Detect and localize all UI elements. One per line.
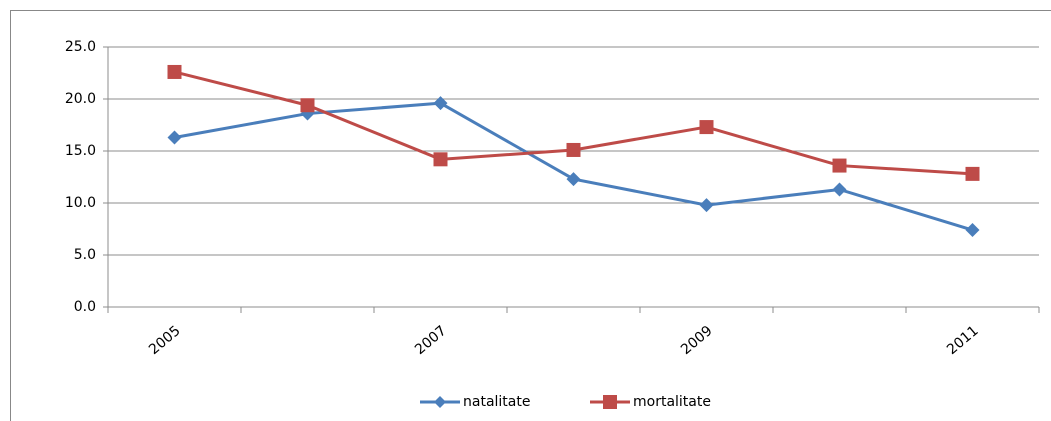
legend-label: mortalitate bbox=[633, 394, 711, 410]
marker bbox=[167, 130, 182, 145]
marker bbox=[566, 142, 581, 157]
y-tick-label: 25.0 bbox=[65, 39, 96, 55]
marker bbox=[300, 98, 315, 113]
marker bbox=[433, 96, 448, 111]
y-tick-label: 5.0 bbox=[74, 247, 96, 263]
marker bbox=[965, 166, 980, 181]
legend-marker bbox=[603, 395, 617, 409]
y-tick-label: 20.0 bbox=[65, 91, 96, 107]
chart-frame bbox=[10, 10, 1051, 421]
legend-marker bbox=[434, 396, 446, 408]
marker bbox=[832, 182, 847, 197]
y-tick-label: 0.0 bbox=[74, 299, 96, 315]
marker bbox=[167, 64, 182, 79]
marker bbox=[699, 198, 714, 213]
y-tick-label: 10.0 bbox=[65, 195, 96, 211]
marker bbox=[832, 158, 847, 173]
marker bbox=[699, 120, 714, 135]
marker bbox=[965, 223, 980, 238]
marker bbox=[566, 172, 581, 187]
legend-label: natalitate bbox=[463, 394, 530, 410]
marker bbox=[433, 152, 448, 167]
y-tick-label: 15.0 bbox=[65, 143, 96, 159]
